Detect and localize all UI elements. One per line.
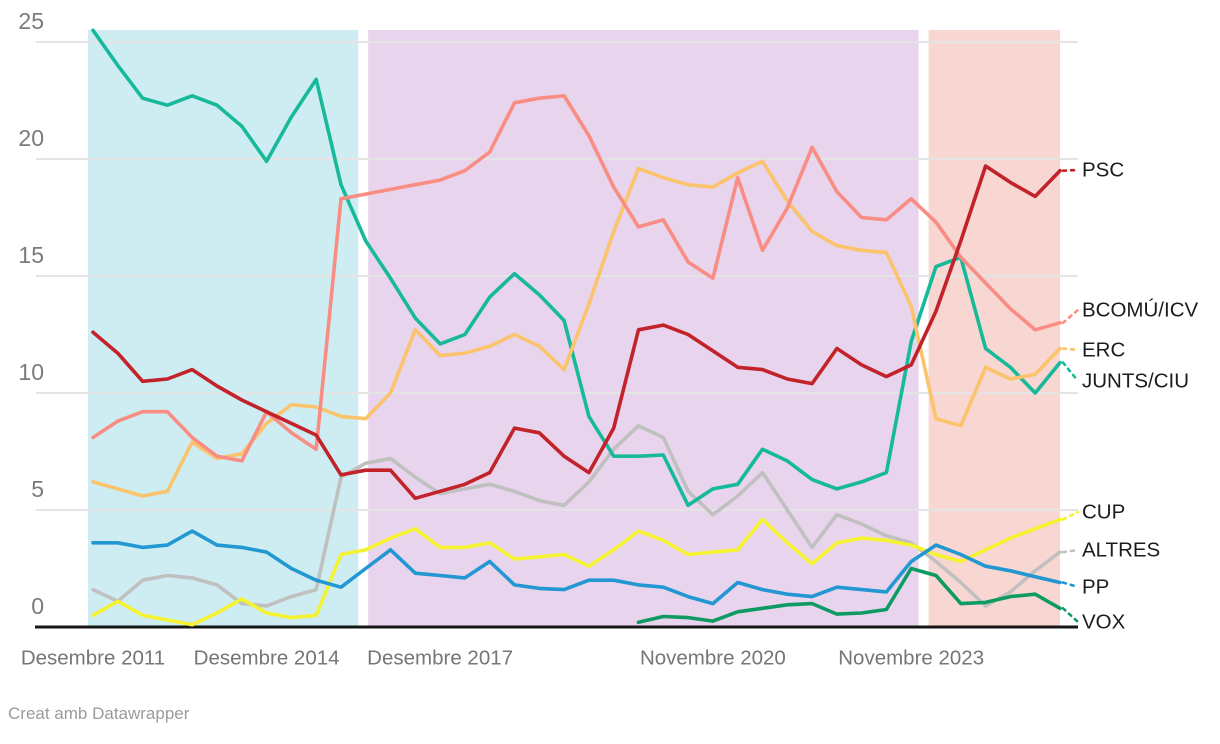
label-leader-bcomu_icv — [1061, 308, 1080, 325]
label-leader-erc — [1061, 347, 1080, 352]
band-period-1-highlight — [88, 30, 359, 627]
series-line-psc — [91, 164, 1062, 501]
series-label-pp: PP — [1082, 576, 1109, 599]
series-label-cup: CUP — [1082, 501, 1125, 524]
y-axis-tick-label: 0 — [31, 593, 44, 619]
label-leader-vox — [1061, 606, 1080, 624]
label-leader-pp — [1061, 581, 1080, 589]
x-axis-tick-label: Novembre 2023 — [838, 647, 984, 670]
series-label-junts_ciu: JUNTS/CIU — [1082, 370, 1189, 393]
series-label-vox: VOX — [1082, 611, 1126, 634]
y-axis-tick-label: 20 — [18, 125, 44, 151]
series-label-bcomu_icv: BCOMÚ/ICV — [1082, 299, 1199, 322]
series-line-cup — [91, 517, 1062, 627]
label-leader-junts_ciu — [1061, 361, 1080, 383]
series-label-erc: ERC — [1082, 339, 1125, 362]
y-axis-tick-label: 10 — [18, 359, 44, 385]
series-label-psc: PSC — [1082, 159, 1124, 182]
footer-credit: Creat amb Datawrapper — [8, 704, 190, 723]
x-axis-tick-label: Novembre 2020 — [640, 647, 786, 670]
y-axis-tick-label: 15 — [18, 242, 44, 268]
x-axis-tick-label: Desembre 2017 — [367, 647, 513, 670]
series-line-pp — [91, 529, 1062, 606]
x-axis-tick-label: Desembre 2011 — [21, 647, 165, 670]
series-line-bcomu_icv — [91, 94, 1062, 463]
series-line-junts_ciu — [91, 28, 1062, 508]
label-leader-altres — [1061, 548, 1080, 554]
label-leader-cup — [1061, 510, 1080, 521]
x-axis-tick-label: Desembre 2014 — [194, 647, 340, 670]
label-leader-psc — [1061, 168, 1080, 172]
series-label-altres: ALTRES — [1082, 539, 1160, 562]
y-axis-tick-label: 5 — [31, 476, 44, 502]
series-line-vox — [636, 566, 1062, 625]
y-axis-tick-label: 25 — [18, 8, 44, 34]
